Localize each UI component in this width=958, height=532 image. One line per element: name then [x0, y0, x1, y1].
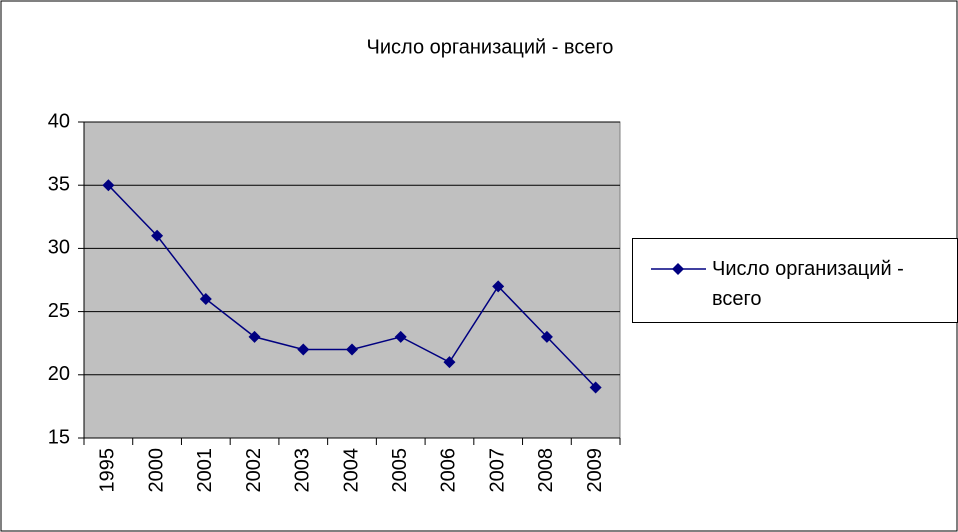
- x-tick-label: 2001: [194, 448, 216, 493]
- data-point: [297, 343, 310, 356]
- data-point: [394, 330, 407, 343]
- legend-swatch: [651, 263, 706, 275]
- x-tick-label: 1995: [97, 448, 119, 493]
- legend-label: Число организаций - всего: [712, 258, 904, 310]
- legend-marker: [672, 263, 684, 275]
- x-tick-label: 2006: [438, 448, 460, 493]
- chart-title: Число организаций - всего: [367, 36, 614, 58]
- data-point: [589, 381, 602, 394]
- data-point: [248, 330, 261, 343]
- data-point: [199, 292, 212, 305]
- y-tick-label: 40: [48, 110, 70, 132]
- plot-area: [83, 121, 621, 439]
- y-tick-label: 15: [48, 426, 70, 448]
- x-tick-label: 2000: [145, 448, 167, 493]
- y-tick-label: 30: [48, 237, 70, 259]
- y-tick-label: 35: [48, 173, 70, 195]
- x-tick-label: 2003: [292, 448, 314, 493]
- x-tick-label: 2002: [243, 448, 265, 493]
- y-tick-label: 20: [48, 363, 70, 385]
- data-point: [151, 229, 164, 242]
- x-tick-label: 2008: [535, 448, 557, 493]
- y-tick-label: 25: [48, 300, 70, 322]
- data-point: [443, 356, 456, 369]
- data-point: [492, 280, 505, 293]
- data-point: [346, 343, 358, 356]
- legend: Число организаций - всего: [632, 238, 958, 323]
- x-tick-label: 2004: [340, 448, 362, 493]
- data-point: [102, 179, 115, 192]
- x-tick-label: 2005: [389, 448, 411, 493]
- x-tick-label: 2009: [584, 448, 606, 493]
- x-tick-label: 2007: [486, 448, 508, 493]
- data-point: [540, 330, 553, 343]
